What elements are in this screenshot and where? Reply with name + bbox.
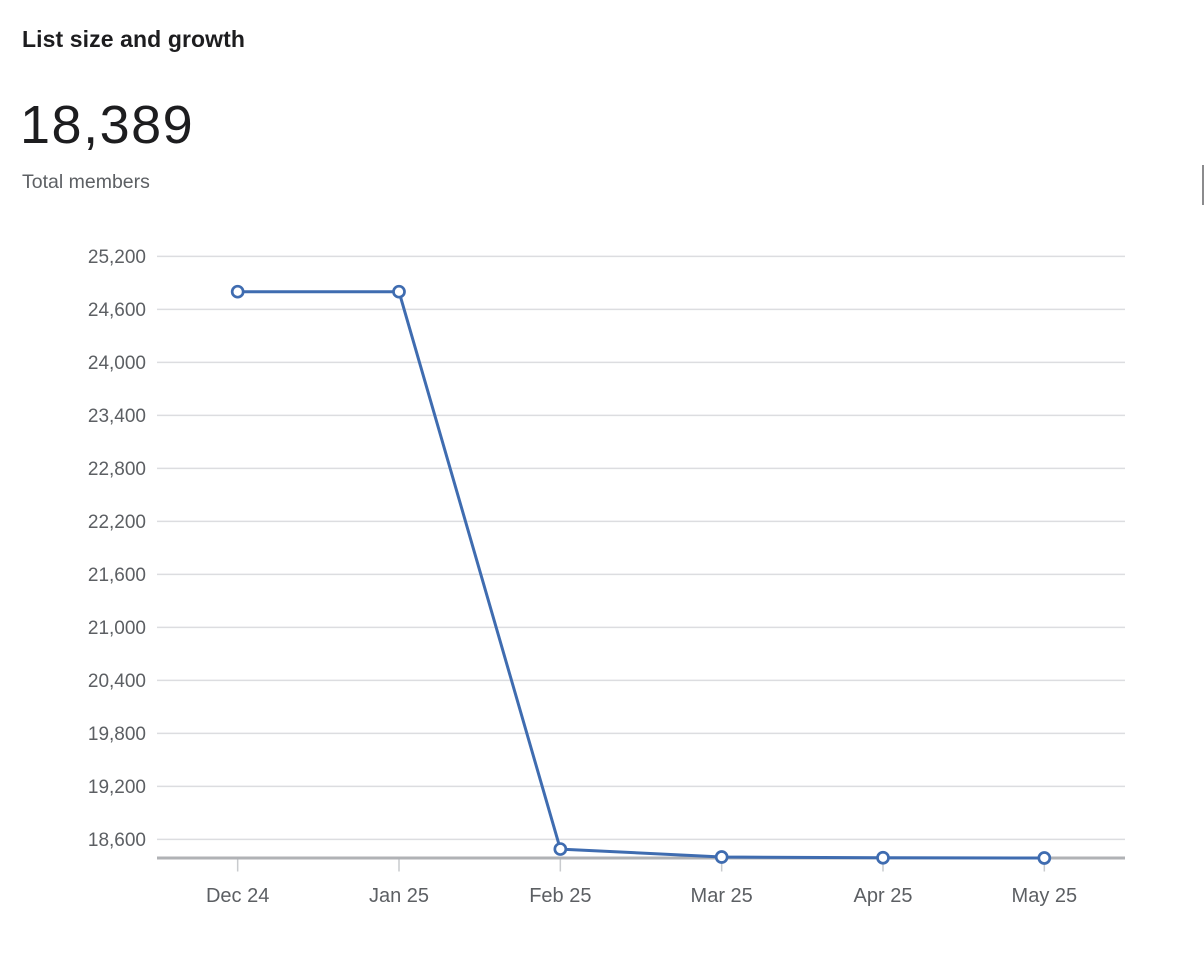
y-axis-tick-label: 19,800 xyxy=(88,724,146,745)
cropped-edge-element xyxy=(1202,165,1204,205)
y-axis-tick-label: 21,000 xyxy=(88,618,146,639)
data-point-marker[interactable] xyxy=(876,850,890,865)
y-axis-tick-label: 19,200 xyxy=(88,777,146,798)
y-axis-tick-label: 18,600 xyxy=(88,830,146,851)
data-point-marker[interactable] xyxy=(714,850,729,864)
x-axis-tick-label: Dec 24 xyxy=(206,885,269,907)
x-axis-tick-label: May 25 xyxy=(1012,885,1078,907)
data-point-marker[interactable] xyxy=(1037,851,1052,865)
x-axis-tick-label: Feb 25 xyxy=(529,885,591,907)
y-axis-tick-label: 22,200 xyxy=(88,512,146,533)
chart-canvas: 18,600 19,200 19,800 20,400 21,000 21,600 22,2… xyxy=(88,247,1125,907)
data-point-marker[interactable] xyxy=(230,284,245,299)
x-axis-tick-label: Apr 25 xyxy=(854,885,913,907)
y-axis-tick-label: 25,200 xyxy=(88,247,146,268)
growth-line-chart: 18,600 19,200 19,800 20,400 21,000 21,600 22,2… xyxy=(0,230,1204,930)
y-axis-tick-label: 24,600 xyxy=(88,300,146,321)
data-point-marker[interactable] xyxy=(392,284,406,299)
total-members-label: Total members xyxy=(22,171,150,193)
y-axis-tick-label: 22,800 xyxy=(88,459,146,480)
y-axis-tick-label: 20,400 xyxy=(88,671,146,692)
total-members-line xyxy=(236,290,1046,860)
page-title: List size and growth xyxy=(22,26,246,52)
x-axis-tick-label: Jan 25 xyxy=(369,885,429,907)
y-axis-tick-label: 23,400 xyxy=(88,406,146,427)
x-axis-tick-label: Mar 25 xyxy=(691,885,753,907)
y-axis-tick-label: 21,600 xyxy=(88,565,146,586)
y-axis-tick-label: 24,000 xyxy=(88,353,146,374)
data-point-marker[interactable] xyxy=(553,842,568,856)
total-members-value: 18,389 xyxy=(20,95,195,155)
